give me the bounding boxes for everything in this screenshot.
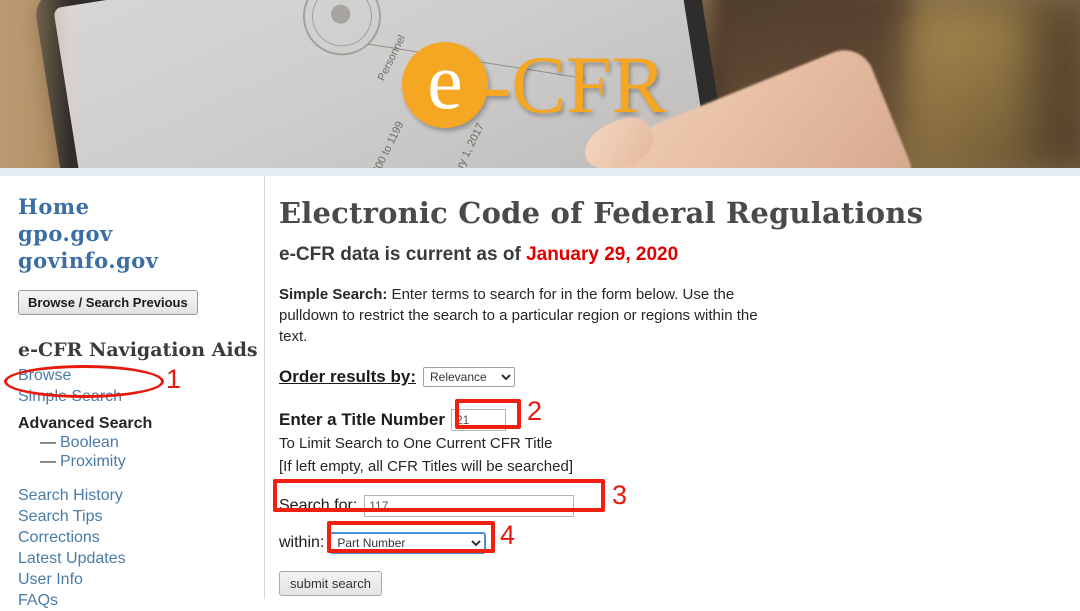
simple-search-description: Simple Search: Enter terms to search for… [279, 284, 779, 347]
sidebar: Home gpo.gov govinfo.gov Browse / Search… [0, 176, 265, 609]
title-number-input[interactable] [450, 409, 506, 431]
sidebar-item-latest-updates[interactable]: Latest Updates [18, 550, 126, 567]
ecfr-logo-wordmark: -CFR [484, 39, 667, 130]
sidebar-item-proximity-label: Proximity [60, 453, 126, 470]
dash-glyph: — [40, 453, 56, 470]
federal-seal-icon [297, 0, 387, 61]
title-number-label: Enter a Title Number [279, 410, 445, 429]
ecfr-logo-circle-icon: e [402, 42, 488, 128]
dash-glyph: — [40, 434, 56, 451]
sidebar-spacer [18, 471, 264, 485]
sidebar-item-search-history[interactable]: Search History [18, 487, 123, 504]
sidebar-heading-advanced-search: Advanced Search [18, 415, 153, 432]
banner-photograph: REGULATIONS Personnel Parts 700 to 1199 … [0, 0, 1080, 168]
data-currency-line: e-CFR data is current as of January 29, … [279, 244, 1080, 266]
sidebar-link-gpo-gov[interactable]: gpo.gov [18, 221, 113, 246]
screen-text-revised: Revised as of January 1, 2017 [411, 121, 487, 168]
sidebar-item-corrections[interactable]: Corrections [18, 529, 100, 546]
order-results-label: Order results by: [279, 367, 416, 386]
search-for-row: Search for: [279, 495, 1080, 517]
ecfr-logo[interactable]: e -CFR [402, 42, 666, 128]
browse-search-previous-button[interactable]: Browse / Search Previous [18, 290, 198, 315]
sidebar-item-boolean[interactable]: — Boolean [18, 433, 264, 452]
sidebar-item-proximity[interactable]: — Proximity [18, 452, 264, 471]
page-title: Electronic Code of Federal Regulations [279, 196, 924, 230]
sidebar-item-search-tips[interactable]: Search Tips [18, 508, 103, 525]
search-for-input[interactable] [364, 495, 575, 517]
sidebar-link-home[interactable]: Home [18, 194, 90, 219]
within-select[interactable]: Part Number [329, 532, 487, 554]
sidebar-item-user-info[interactable]: User Info [18, 571, 83, 588]
site-banner: REGULATIONS Personnel Parts 700 to 1199 … [0, 0, 1080, 168]
data-currency-prefix: e-CFR data is current as of [279, 244, 527, 265]
order-results-row: Order results by: Relevance [279, 367, 1080, 387]
sidebar-link-govinfo-gov[interactable]: govinfo.gov [18, 248, 159, 273]
search-for-label: Search for: [279, 497, 358, 514]
banner-left-fade [0, 0, 70, 168]
cup-highlight [905, 10, 1025, 168]
screen-text-parts: Parts 700 to 1199 [357, 119, 407, 168]
order-results-select[interactable]: Relevance [423, 367, 515, 387]
data-currency-date: January 29, 2020 [526, 244, 679, 265]
sidebar-item-simple-search[interactable]: Simple Search [18, 388, 123, 405]
within-row: within: Part Number [279, 532, 1080, 554]
submit-search-button[interactable]: submit search [279, 571, 382, 596]
sidebar-item-browse[interactable]: Browse [18, 367, 72, 384]
sidebar-item-boolean-label: Boolean [60, 434, 119, 451]
simple-search-description-text: Enter terms to search for in the form be… [279, 286, 758, 345]
sidebar-item-faqs[interactable]: FAQs [18, 592, 59, 609]
title-number-hint-line-1: To Limit Search to One Current CFR Title [279, 435, 553, 452]
ecfr-logo-e-letter: e [427, 38, 463, 126]
within-label: within: [279, 534, 325, 551]
content-area: Home gpo.gov govinfo.gov Browse / Search… [0, 176, 1080, 609]
title-number-row: Enter a Title Number [279, 409, 1080, 431]
main-panel: Electronic Code of Federal Regulations e… [265, 176, 1080, 599]
sidebar-nav-title: e-CFR Navigation Aids [18, 339, 258, 361]
simple-search-description-label: Simple Search: [279, 286, 388, 303]
title-number-hint-line-2: [If left empty, all CFR Titles will be s… [279, 458, 573, 475]
